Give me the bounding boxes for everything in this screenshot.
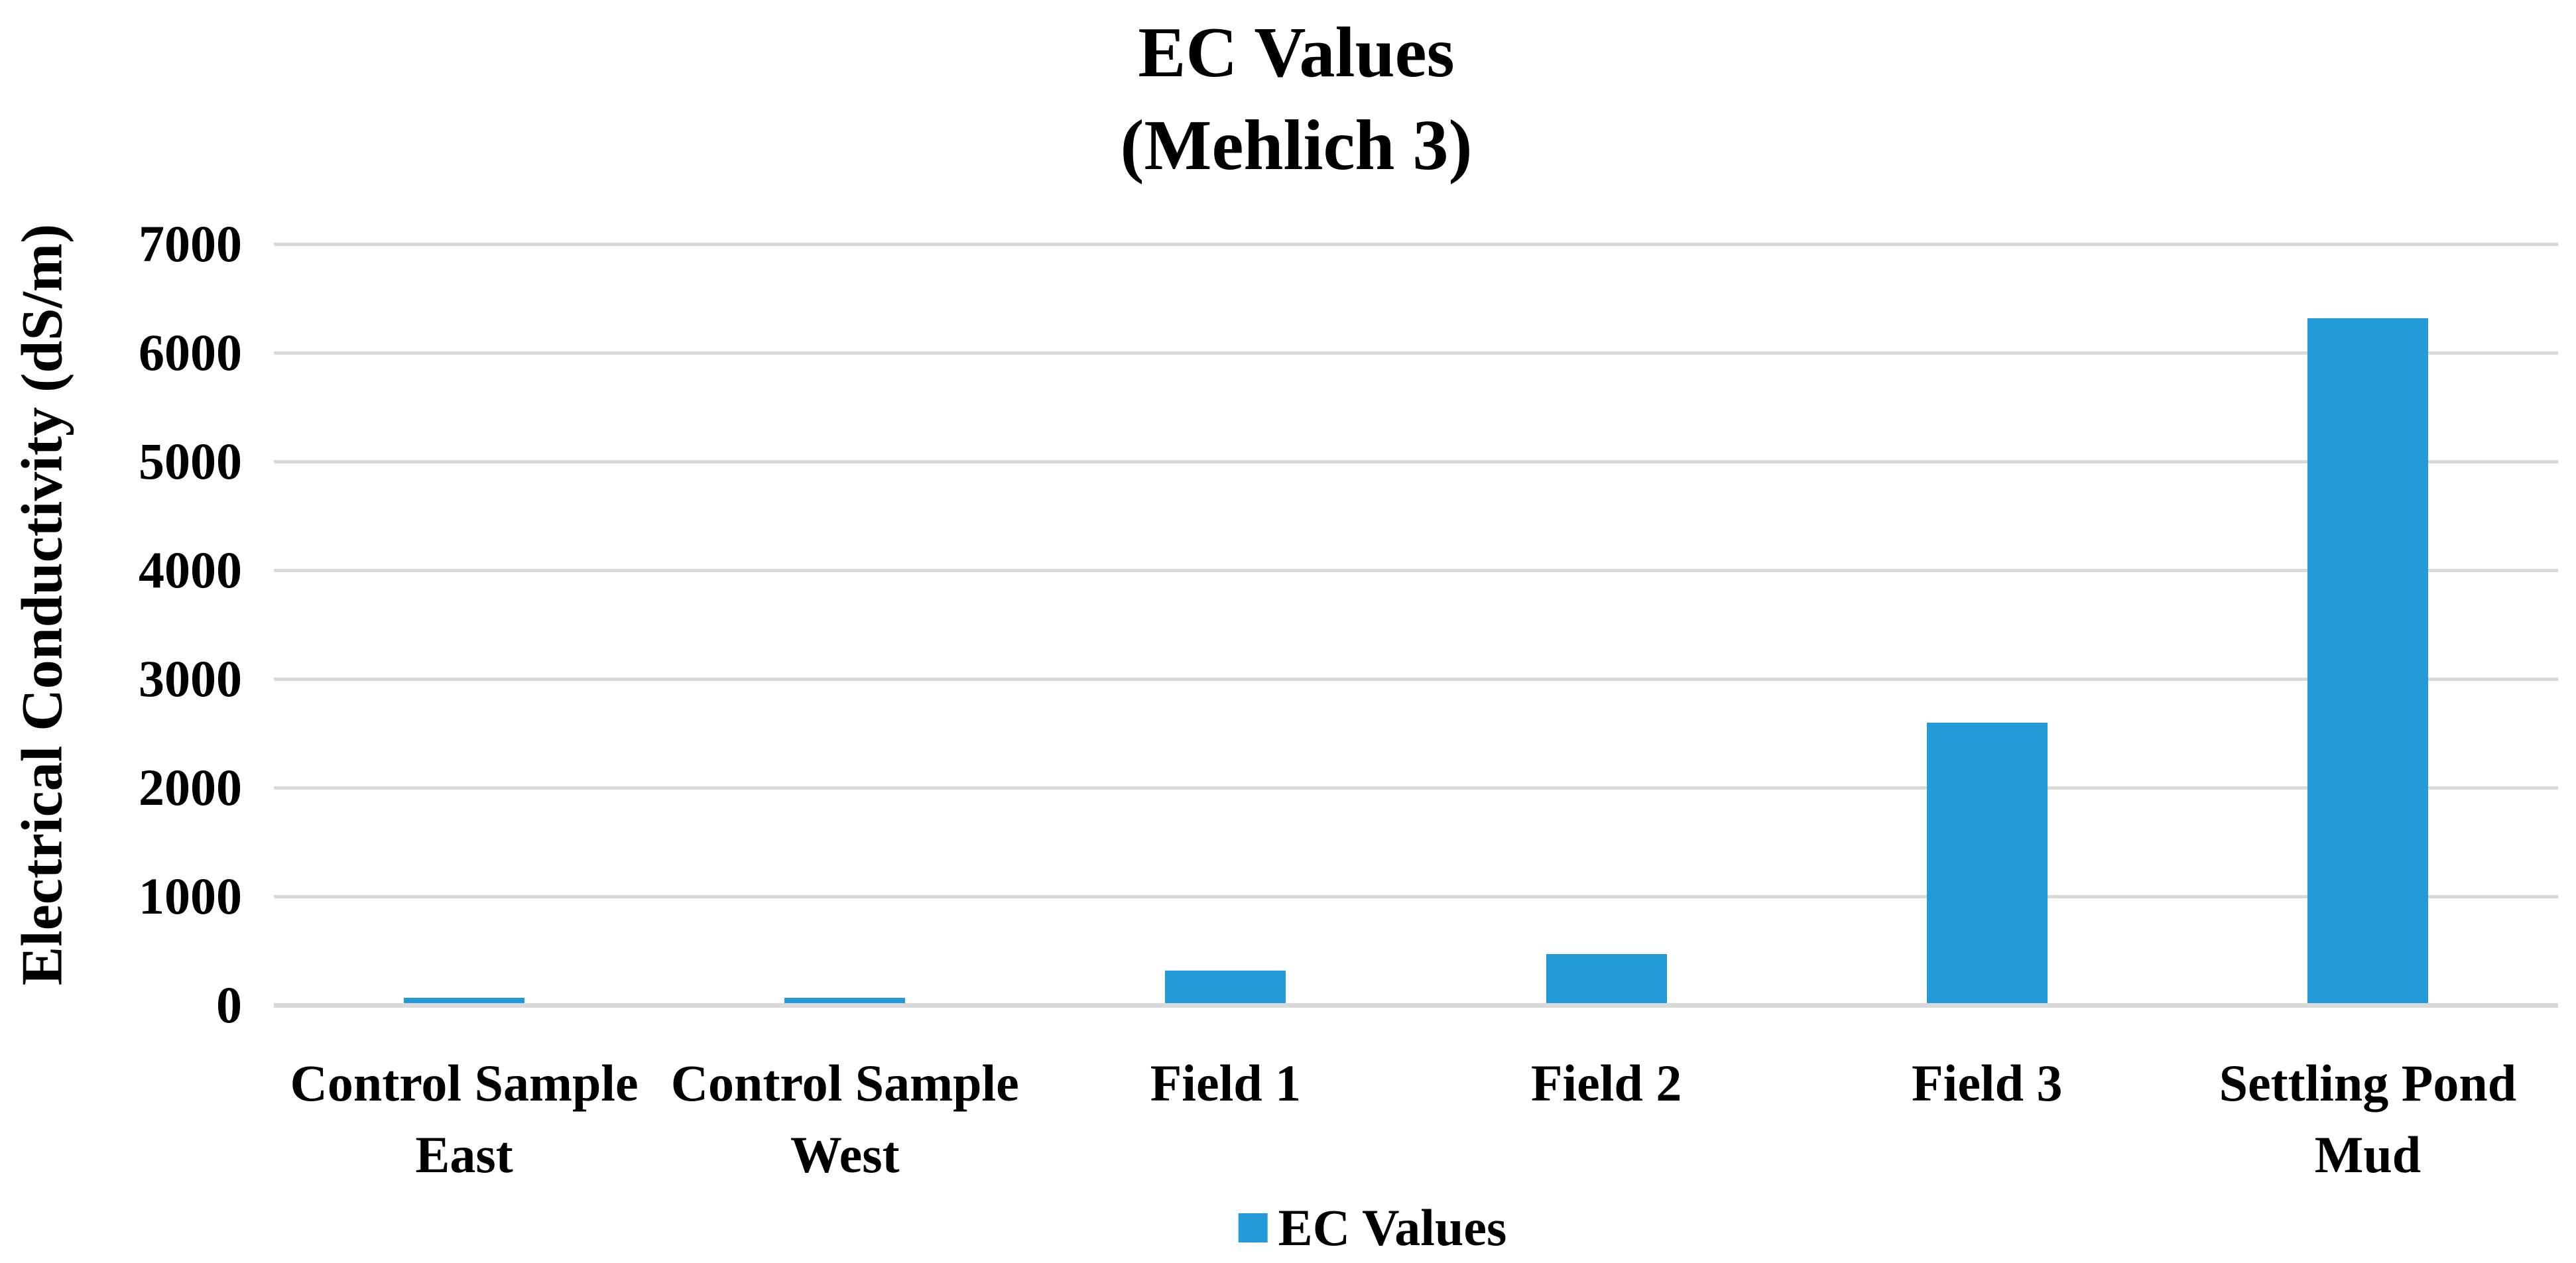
bar-field-3 [1926,722,2048,1003]
category-label-line: Mud [2314,1126,2422,1183]
gridline-5000 [274,460,2558,463]
category-label-line: Field 1 [1150,1054,1302,1112]
bar-field-2 [1546,954,1667,1003]
category-label-line: Field 2 [1530,1054,1682,1112]
category-label-line: East [415,1126,513,1183]
y-tick-label-1000: 1000 [139,867,242,925]
legend: EC Values [1238,1198,1507,1258]
category-label-line: Field 3 [1912,1054,2063,1112]
legend-label: EC Values [1278,1199,1507,1256]
category-label-line: Control Sample [670,1054,1019,1112]
y-tick-label-7000: 7000 [139,215,242,272]
bar-control-sample-west [784,997,906,1003]
category-label-line: Settling Pond [2219,1054,2517,1112]
y-tick-label-4000: 4000 [139,541,242,599]
chart-title: EC Values (Mehlich 3) [1121,7,1473,192]
category-label-field-2: Field 2 [1408,1048,1806,1119]
gridline-4000 [274,569,2558,572]
chart-title-line1: EC Values [1138,13,1455,92]
x-axis-line [274,1003,2558,1008]
gridline-1000 [274,895,2558,898]
gridline-3000 [274,678,2558,681]
category-label-settling-pond-mud: Settling Pond Mud [2169,1048,2567,1191]
category-label-line: West [790,1126,900,1183]
y-tick-label-5000: 5000 [139,432,242,490]
gridline-7000 [274,243,2558,246]
category-label-field-1: Field 1 [1026,1048,1424,1119]
bar-control-sample-east [404,997,525,1003]
y-tick-label-6000: 6000 [139,324,242,381]
y-tick-label-0: 0 [216,976,242,1034]
legend-swatch [1238,1213,1268,1242]
bar-settling-pond-mud [2307,318,2428,1003]
category-label-line: Control Sample [290,1054,639,1112]
bar-field-1 [1165,970,1286,1003]
category-label-control-sample-west: Control Sample West [646,1048,1044,1191]
gridline-6000 [274,351,2558,355]
chart-title-line2: (Mehlich 3) [1120,106,1473,185]
category-label-field-3: Field 3 [1788,1048,2186,1119]
gridline-2000 [274,786,2558,790]
category-label-control-sample-east: Control Sample East [265,1048,663,1191]
y-tick-label-3000: 3000 [139,650,242,707]
y-tick-label-2000: 2000 [139,758,242,816]
